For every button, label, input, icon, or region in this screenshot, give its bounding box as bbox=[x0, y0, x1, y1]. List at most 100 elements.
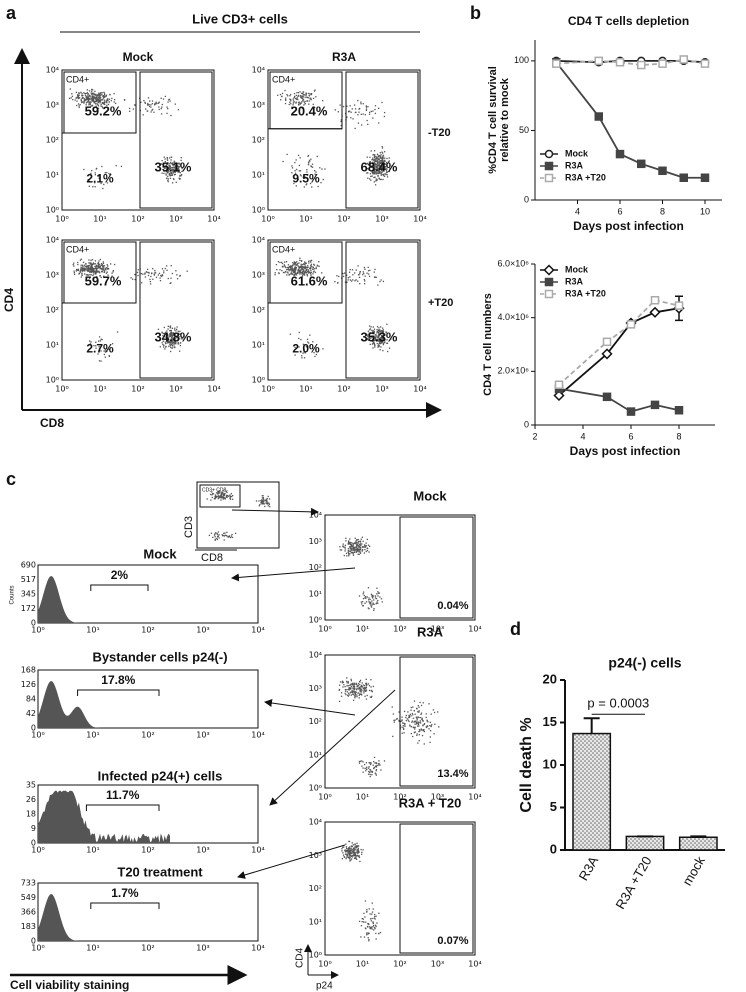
event-dot bbox=[373, 768, 374, 769]
event-dot bbox=[418, 712, 419, 713]
event-dot bbox=[371, 913, 372, 914]
event-dot bbox=[298, 92, 299, 93]
y-tick-label: 10¹ bbox=[252, 171, 265, 180]
event-dot bbox=[364, 768, 365, 769]
column-label: R3A bbox=[332, 50, 356, 64]
event-dot bbox=[165, 96, 166, 97]
plot-title: R3A bbox=[417, 624, 444, 639]
event-dot bbox=[300, 271, 301, 272]
event-dot bbox=[367, 124, 368, 125]
x-tick-label: 10⁴ bbox=[468, 960, 481, 969]
event-dot bbox=[352, 548, 353, 549]
marker bbox=[546, 279, 553, 286]
bar bbox=[626, 836, 663, 850]
event-dot bbox=[295, 266, 296, 267]
event-dot bbox=[366, 767, 367, 768]
x-tick-label: 10⁴ bbox=[251, 731, 264, 740]
x-tick-label: 10⁰ bbox=[55, 385, 68, 394]
percent: 2.0% bbox=[292, 341, 320, 355]
event-dot bbox=[342, 686, 343, 687]
event-dot bbox=[368, 768, 369, 769]
legend-label: Mock bbox=[565, 264, 589, 274]
event-dot bbox=[358, 548, 359, 549]
event-dot bbox=[303, 266, 304, 267]
event-dot bbox=[223, 533, 224, 534]
event-dot bbox=[98, 267, 99, 268]
event-dot bbox=[364, 603, 365, 604]
event-dot bbox=[382, 350, 383, 351]
event-dot bbox=[413, 721, 414, 722]
y-tick-label: 10⁰ bbox=[309, 616, 322, 625]
event-dot bbox=[317, 265, 318, 266]
event-dot bbox=[421, 718, 422, 719]
event-dot bbox=[344, 850, 345, 851]
series-line bbox=[559, 300, 679, 385]
event-dot bbox=[215, 494, 216, 495]
event-dot bbox=[103, 263, 104, 264]
event-dot bbox=[374, 276, 375, 277]
event-dot bbox=[375, 938, 376, 939]
event-dot bbox=[359, 697, 360, 698]
event-dot bbox=[408, 720, 409, 721]
event-dot bbox=[354, 697, 355, 698]
event-dot bbox=[176, 326, 177, 327]
gate bbox=[86, 805, 159, 811]
event-dot bbox=[348, 277, 349, 278]
event-dot bbox=[148, 104, 149, 105]
error-bar bbox=[690, 836, 706, 837]
event-dot bbox=[412, 736, 413, 737]
event-dot bbox=[94, 101, 95, 102]
event-dot bbox=[416, 720, 417, 721]
gate bbox=[400, 657, 473, 786]
event-dot bbox=[381, 152, 382, 153]
event-dot bbox=[349, 694, 350, 695]
event-dot bbox=[170, 278, 171, 279]
event-dot bbox=[79, 97, 80, 98]
event-dot bbox=[341, 696, 342, 697]
event-dot bbox=[353, 852, 354, 853]
event-dot bbox=[348, 553, 349, 554]
event-dot bbox=[210, 494, 211, 495]
event-dot bbox=[414, 727, 415, 728]
panel-label: c bbox=[6, 469, 16, 489]
event-dot bbox=[387, 176, 388, 177]
event-dot bbox=[215, 532, 216, 533]
event-dot bbox=[427, 726, 428, 727]
event-dot bbox=[421, 712, 422, 713]
event-dot bbox=[353, 684, 354, 685]
x-tick-label: 6 bbox=[617, 206, 622, 216]
event-dot bbox=[365, 542, 366, 543]
event-dot bbox=[317, 156, 318, 157]
event-dot bbox=[371, 600, 372, 601]
event-dot bbox=[309, 161, 310, 162]
event-dot bbox=[83, 92, 84, 93]
event-dot bbox=[353, 550, 354, 551]
gate-name: CD3+ CD8- bbox=[202, 487, 228, 493]
event-dot bbox=[152, 268, 153, 269]
event-dot bbox=[170, 178, 171, 179]
event-dot bbox=[231, 493, 232, 494]
event-dot bbox=[166, 106, 167, 107]
event-dot bbox=[301, 261, 302, 262]
event-dot bbox=[417, 725, 418, 726]
marker bbox=[595, 57, 602, 64]
event-dot bbox=[384, 176, 385, 177]
event-dot bbox=[345, 538, 346, 539]
event-dot bbox=[358, 541, 359, 542]
x-axis-label: Days post infection bbox=[570, 444, 681, 458]
event-dot bbox=[258, 500, 259, 501]
event-dot bbox=[170, 351, 171, 352]
event-dot bbox=[343, 684, 344, 685]
event-dot bbox=[149, 106, 150, 107]
event-dot bbox=[374, 914, 375, 915]
event-dot bbox=[429, 725, 430, 726]
event-dot bbox=[372, 110, 373, 111]
event-dot bbox=[316, 267, 317, 268]
event-dot bbox=[310, 260, 311, 261]
event-dot bbox=[358, 546, 359, 547]
event-dot bbox=[360, 547, 361, 548]
event-dot bbox=[71, 93, 72, 94]
event-dot bbox=[78, 273, 79, 274]
event-dot bbox=[178, 109, 179, 110]
event-dot bbox=[318, 266, 319, 267]
